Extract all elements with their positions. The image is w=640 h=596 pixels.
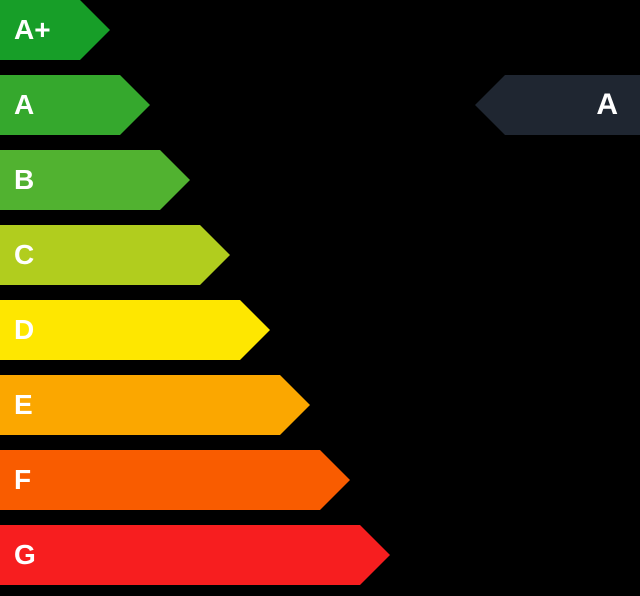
rating-bar-arrow [320, 450, 350, 510]
rating-bar-arrow [200, 225, 230, 285]
rating-bar-body [0, 525, 360, 585]
rating-bar-body [0, 450, 320, 510]
rating-bar-label: A+ [14, 16, 51, 44]
rating-indicator-arrow [475, 75, 505, 135]
rating-bar-arrow [360, 525, 390, 585]
rating-bar-arrow [240, 300, 270, 360]
rating-bar-label: G [14, 541, 36, 569]
rating-indicator-body [505, 75, 640, 135]
rating-bar-arrow [160, 150, 190, 210]
rating-bar-label: C [14, 241, 34, 269]
rating-indicator: A [475, 75, 640, 135]
rating-bar-label: D [14, 316, 34, 344]
rating-bar-arrow [120, 75, 150, 135]
rating-bar-label: A [14, 91, 34, 119]
rating-bar-body [0, 375, 280, 435]
rating-bar-label: F [14, 466, 31, 494]
rating-bar-arrow [80, 0, 110, 60]
rating-bar-arrow [280, 375, 310, 435]
energy-rating-chart: A+ A B C D E F G A [0, 0, 640, 596]
rating-indicator-label: A [596, 90, 618, 120]
rating-bar-body [0, 300, 240, 360]
rating-bar-label: E [14, 391, 33, 419]
rating-bar-label: B [14, 166, 34, 194]
